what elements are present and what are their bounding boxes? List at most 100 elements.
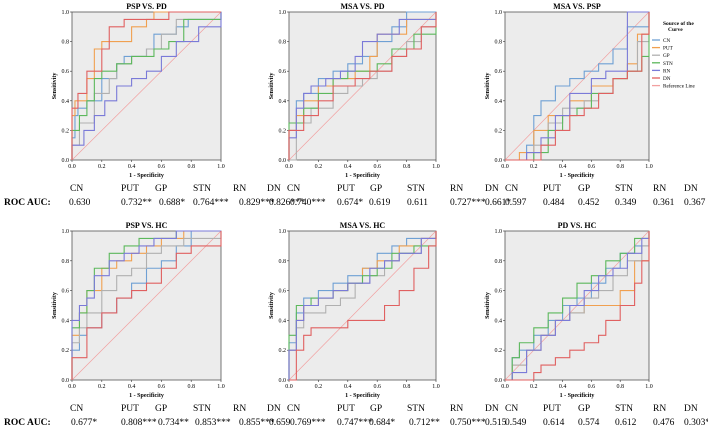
x-tick-label: 0.8: [616, 164, 624, 170]
y-axis-label: Sensitivity: [485, 73, 491, 100]
roc-curve-dn: [289, 231, 437, 381]
panel-title: MSA VS. PSP: [553, 2, 601, 11]
auc-header-cn: CN: [70, 184, 83, 194]
auc-value: 0.732**: [121, 198, 152, 208]
auc-header-dn: DN: [684, 184, 698, 194]
x-tick-label: 0.8: [403, 384, 411, 390]
legend-item: GP: [663, 53, 670, 59]
auc-value: 0.630: [69, 198, 91, 208]
auc-header-stn: STN: [615, 404, 633, 414]
y-tick-label: 0.8: [62, 40, 70, 46]
auc-value: 0.619: [369, 198, 391, 208]
auc-value: 0.688*: [159, 198, 185, 208]
y-tick-label: 1.0: [495, 229, 503, 235]
x-tick-label: 0.2: [98, 384, 106, 390]
roc-curve-rn: [71, 230, 221, 380]
x-tick-label: 0.2: [530, 164, 538, 170]
auc-row-label: ROC AUC:: [4, 418, 51, 428]
auc-value: 0.661*: [485, 198, 511, 208]
x-tick-label: 0.2: [315, 164, 323, 170]
auc-header-put: PUT: [337, 184, 355, 194]
auc-value: 0.855***: [239, 418, 275, 428]
roc-curve-stn: [505, 231, 650, 381]
x-tick-label: 0.0: [68, 384, 76, 390]
roc-curve-rn: [288, 231, 437, 380]
auc-header-rn: RN: [450, 184, 463, 194]
auc-value: 0.452: [578, 198, 600, 208]
legend-item: STN: [663, 61, 673, 67]
auc-header-put: PUT: [543, 404, 561, 414]
auc-value: 0.574: [578, 418, 600, 428]
x-tick-label: 0.6: [588, 384, 596, 390]
x-tick-label: 1.0: [217, 384, 225, 390]
roc-curve-rn: [505, 11, 649, 161]
x-tick-label: 0.0: [285, 164, 293, 170]
auc-value: 0.674*: [337, 198, 363, 208]
auc-header-put: PUT: [337, 404, 355, 414]
auc-value: 0.677*: [71, 418, 97, 428]
auc-value: 0.750***: [450, 418, 486, 428]
panel-title: MSA VS. PD: [340, 2, 384, 11]
reference-line: [288, 230, 437, 381]
x-tick-label: 0.6: [158, 164, 166, 170]
legend-title: Source of the: [663, 21, 694, 27]
auc-value: 0.747***: [337, 418, 373, 428]
auc-header-gp: GP: [578, 404, 590, 414]
y-tick-label: 0.2: [279, 128, 287, 134]
auc-table-4: ROC AUC: CN PUT GP STN RN DN 0.677* 0.808*** 0.73…: [4, 404, 291, 428]
x-axis-label: 1 - Specificity: [345, 173, 380, 179]
x-tick-label: 0.4: [559, 384, 567, 390]
y-tick-label: 1.0: [279, 229, 287, 235]
auc-value: 0.712**: [409, 418, 440, 428]
auc-header-rn: RN: [233, 404, 246, 414]
y-tick-label: 0.4: [495, 99, 503, 105]
auc-value: 0.361: [653, 198, 675, 208]
x-tick-label: 0.2: [315, 384, 323, 390]
auc-table-3: CN PUT GP STN RN DN 0.597 0.484 0.452 0.349 0.361 0…: [505, 184, 706, 208]
x-tick-label: 0.4: [128, 164, 136, 170]
auc-header-stn: STN: [615, 184, 633, 194]
y-tick-label: 0.4: [495, 318, 503, 324]
auc-value: 0.549: [505, 418, 527, 428]
x-tick-label: 0.0: [68, 164, 76, 170]
legend-item: DN: [663, 76, 671, 82]
auc-header-rn: RN: [653, 184, 666, 194]
auc-value: 0.612: [615, 418, 637, 428]
auc-header-rn: RN: [450, 404, 463, 414]
y-tick-label: 0.0: [279, 158, 287, 164]
auc-header-dn: DN: [267, 404, 281, 414]
x-tick-label: 0.6: [373, 384, 381, 390]
auc-value: 0.476: [653, 418, 675, 428]
x-tick-label: 1.0: [432, 164, 440, 170]
y-tick-label: 0.0: [495, 158, 503, 164]
y-tick-label: 0.0: [62, 158, 70, 164]
x-tick-label: 0.2: [98, 164, 106, 170]
y-tick-label: 0.8: [495, 40, 503, 46]
auc-value: 0.611: [407, 198, 428, 208]
y-axis-label: Sensitivity: [52, 292, 58, 319]
x-tick-label: 1.0: [645, 164, 653, 170]
reference-line: [504, 11, 650, 161]
y-tick-label: 0.4: [62, 99, 70, 105]
auc-value: 0.303**: [684, 418, 708, 428]
roc-panel-1: PSP VS. PD 0.00.0 0.2 0.2 0.4 0.4 0.6 0.6 0.8 0.8…: [52, 2, 225, 179]
x-tick-label: 0.8: [403, 164, 411, 170]
auc-header-put: PUT: [121, 404, 139, 414]
y-tick-label: 0.6: [279, 289, 287, 295]
auc-value: 0.808***: [121, 418, 157, 428]
y-tick-label: 1.0: [62, 10, 70, 16]
reference-line: [71, 11, 222, 161]
x-tick-label: 0.6: [588, 164, 596, 170]
auc-header-cn: CN: [505, 404, 518, 414]
roc-curve-gp: [71, 231, 222, 380]
auc-header-stn: STN: [193, 404, 211, 414]
x-tick-label: 1.0: [432, 384, 440, 390]
roc-panel-3: MSA VS. PSP 0.00.0 0.2 0.2 0.4 0.4 0.6 0.6 0.8 0.…: [485, 2, 696, 179]
x-tick-label: 0.8: [616, 384, 624, 390]
legend-item: RN: [663, 68, 670, 74]
roc-curve-dn: [71, 231, 222, 380]
y-axis-label: Sensitivity: [269, 73, 275, 100]
auc-header-stn: STN: [193, 184, 211, 194]
